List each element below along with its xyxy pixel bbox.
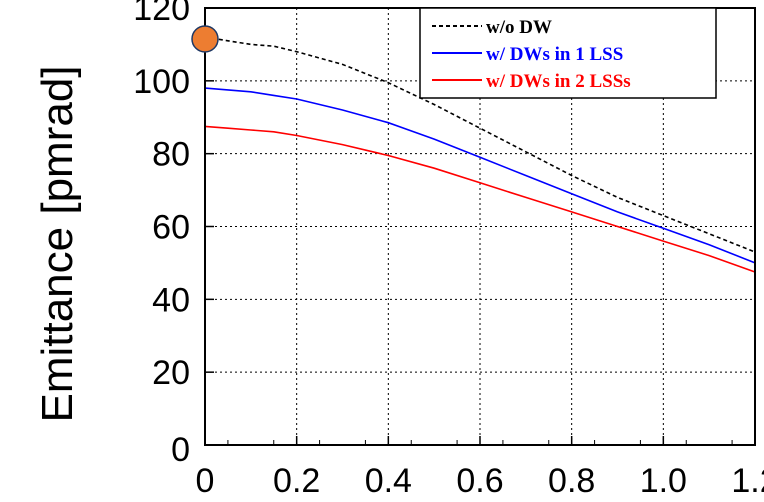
y-tick-label: 120 (133, 0, 190, 28)
y-tick-label: 80 (152, 136, 190, 174)
x-tick-labels: 0 0.2 0.4 0.6 0.8 1.0 1.2 (196, 462, 764, 500)
y-tick-label: 60 (152, 209, 190, 247)
highlight-marker (191, 25, 219, 53)
x-tick-label: 0.8 (548, 462, 595, 500)
legend: w/o DW w/ DWs in 1 LSS w/ DWs in 2 LSSs (419, 7, 717, 99)
highlight-point (191, 25, 219, 53)
x-tick-label: 0.4 (365, 462, 412, 500)
series-line-1 (204, 36, 756, 253)
y-tick-label: 100 (133, 63, 190, 101)
series-line-3 (204, 125, 756, 273)
series-line-2 (204, 87, 756, 264)
x-tick-label: 1.2 (731, 462, 764, 500)
legend-label: w/o DW (486, 17, 552, 38)
x-tick-label: 0.6 (456, 462, 503, 500)
axis-ticks (204, 7, 756, 446)
x-tick-label: 1.0 (640, 462, 687, 500)
y-tick-label: 40 (152, 281, 190, 319)
y-tick-labels: 0 20 40 60 80 100 120 (133, 0, 190, 469)
x-tick-label: 0.2 (273, 462, 320, 500)
y-tick-label: 20 (152, 354, 190, 392)
y-axis-title: Emittance [pmrad] (33, 65, 82, 422)
series-lines (204, 36, 756, 273)
x-tick-label: 0 (196, 462, 215, 500)
y-tick-label: 0 (171, 431, 190, 469)
legend-label: w/ DWs in 1 LSS (486, 44, 623, 65)
legend-label: w/ DWs in 2 LSSs (486, 71, 631, 92)
